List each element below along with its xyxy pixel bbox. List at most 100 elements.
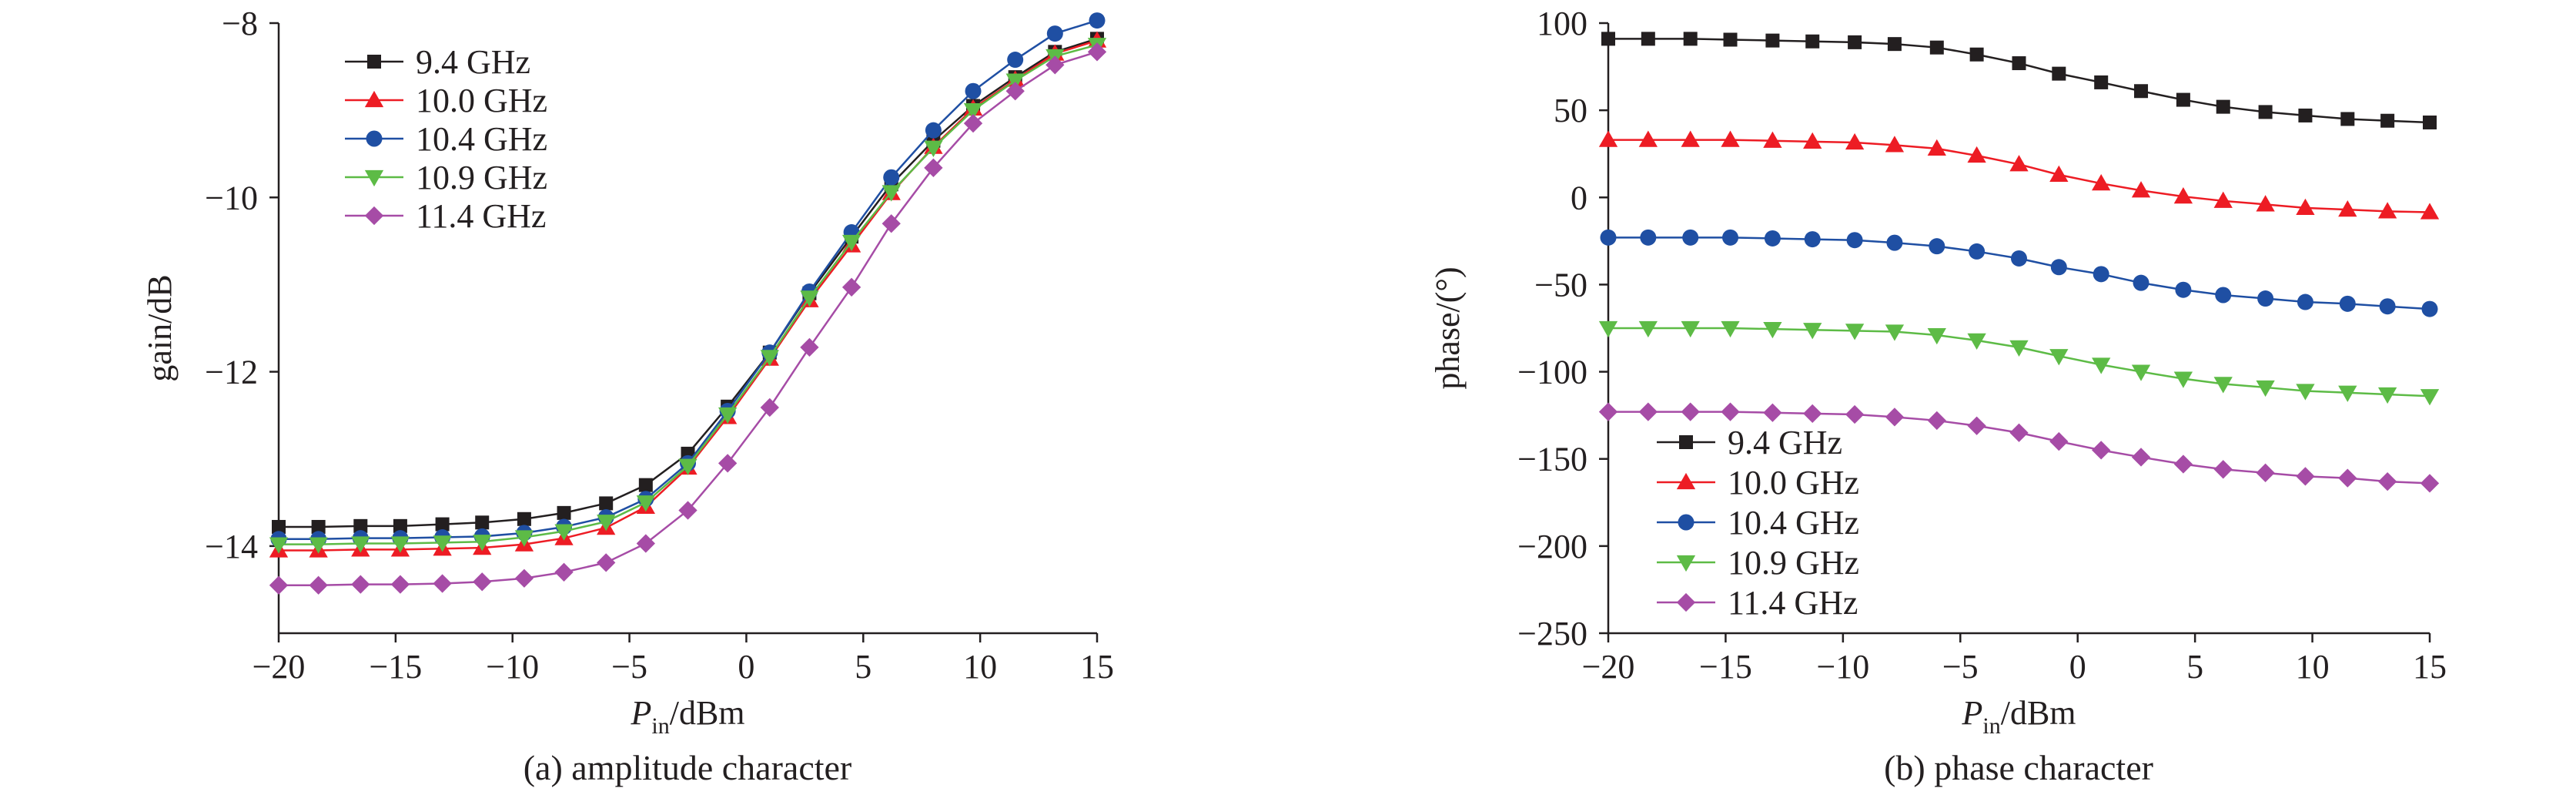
x-tick-label: −20 [1582, 648, 1635, 686]
data-point [1045, 55, 1065, 75]
data-point [2173, 454, 2193, 474]
data-point [1598, 320, 1618, 338]
data-point [1682, 229, 1699, 246]
data-point [1885, 136, 1905, 153]
legend-item: 11.4 GHz [345, 197, 546, 235]
data-point [1638, 320, 1658, 338]
data-point [2256, 195, 2275, 212]
data-point [2256, 463, 2275, 482]
x-tick-label: 15 [1080, 648, 1114, 686]
data-point [2052, 66, 2066, 81]
data-point [2257, 290, 2274, 307]
data-point [2379, 298, 2396, 315]
data-point [1803, 404, 1822, 424]
data-point [1598, 402, 1618, 421]
data-point [1967, 333, 1986, 350]
x-tick-label: 10 [2296, 648, 2330, 686]
y-tick-label: −250 [1517, 615, 1587, 652]
data-point [2256, 380, 2275, 397]
x-axis-title-unit: /dBm [670, 694, 745, 732]
data-point [636, 534, 655, 553]
legend-marker [1679, 435, 1693, 449]
data-point [1764, 230, 1781, 247]
data-point [2092, 174, 2111, 191]
y-tick-label: 0 [1571, 179, 1587, 216]
data-point [1885, 324, 1905, 341]
data-point [272, 519, 286, 534]
data-point [351, 536, 370, 553]
data-point [678, 501, 698, 520]
data-point [1641, 32, 1655, 46]
series-10-9-ghz [1598, 320, 2440, 406]
data-point [1845, 132, 1865, 150]
data-point [2377, 387, 2397, 404]
x-tick-label: −10 [1816, 648, 1869, 686]
data-point [1600, 229, 1617, 246]
data-point [1929, 40, 1944, 55]
series-11-4-ghz [269, 42, 1107, 595]
x-tick-label: −5 [1942, 648, 1979, 686]
data-point [882, 185, 901, 202]
data-point [1887, 37, 1902, 52]
series-9-4-ghz [1601, 32, 2437, 129]
data-point [2093, 266, 2109, 283]
data-point [309, 575, 328, 595]
series-10-0-ghz [1598, 130, 2440, 220]
legend-marker [1678, 514, 1694, 531]
data-point [1683, 32, 1698, 46]
data-point [1927, 327, 1946, 345]
data-point [2011, 250, 2027, 267]
data-point [1927, 139, 1946, 156]
data-point [1089, 12, 1106, 29]
legend-label: 10.9 GHz [416, 159, 547, 196]
data-point [2420, 203, 2440, 220]
y-tick-label: 100 [1537, 5, 1587, 42]
data-point [2258, 105, 2273, 119]
data-point [2297, 293, 2313, 310]
data-point [554, 562, 574, 582]
data-point [2049, 431, 2069, 451]
data-point [351, 575, 370, 594]
y-tick-label: −10 [205, 179, 258, 216]
data-point [2216, 99, 2230, 114]
legend-label: 10.0 GHz [416, 82, 547, 119]
data-point [2420, 389, 2440, 406]
data-point [678, 458, 698, 475]
data-point [390, 536, 410, 553]
y-tick-label: −14 [205, 528, 258, 565]
data-point [1845, 324, 1865, 340]
legend-item: 10.9 GHz [1657, 544, 1859, 582]
data-point [2420, 474, 2440, 493]
data-point [557, 505, 571, 520]
data-point [925, 122, 942, 139]
x-tick-label: 0 [2069, 648, 2086, 686]
series-10-4-ghz [1600, 229, 2438, 317]
data-point [965, 82, 982, 99]
y-tick-label: −150 [1517, 441, 1587, 478]
chart-caption: (a) amplitude character [524, 748, 852, 787]
data-point [1765, 33, 1780, 48]
data-point [2296, 467, 2315, 486]
y-axis-title: phase/(°) [1429, 267, 1467, 389]
data-point [433, 574, 452, 593]
data-point [599, 496, 614, 511]
y-tick-label: −200 [1517, 528, 1587, 565]
data-point [2296, 198, 2315, 215]
data-point [2131, 181, 2151, 198]
data-point [597, 515, 616, 532]
data-point [1763, 131, 1782, 148]
data-point [2009, 340, 2029, 357]
legend-item: 10.4 GHz [1657, 504, 1859, 542]
legend-label: 9.4 GHz [1728, 424, 1842, 461]
y-tick-label: −12 [205, 354, 258, 391]
legend-label: 9.4 GHz [416, 43, 530, 81]
data-point [963, 103, 983, 120]
data-point [2213, 191, 2233, 208]
series-11-4-ghz [1598, 402, 2440, 493]
data-point [2049, 349, 2069, 366]
data-point [1681, 402, 1700, 421]
series-10-0-ghz [269, 31, 1107, 558]
data-point [2094, 75, 2109, 89]
data-point [269, 537, 289, 554]
data-point [1046, 25, 1063, 42]
